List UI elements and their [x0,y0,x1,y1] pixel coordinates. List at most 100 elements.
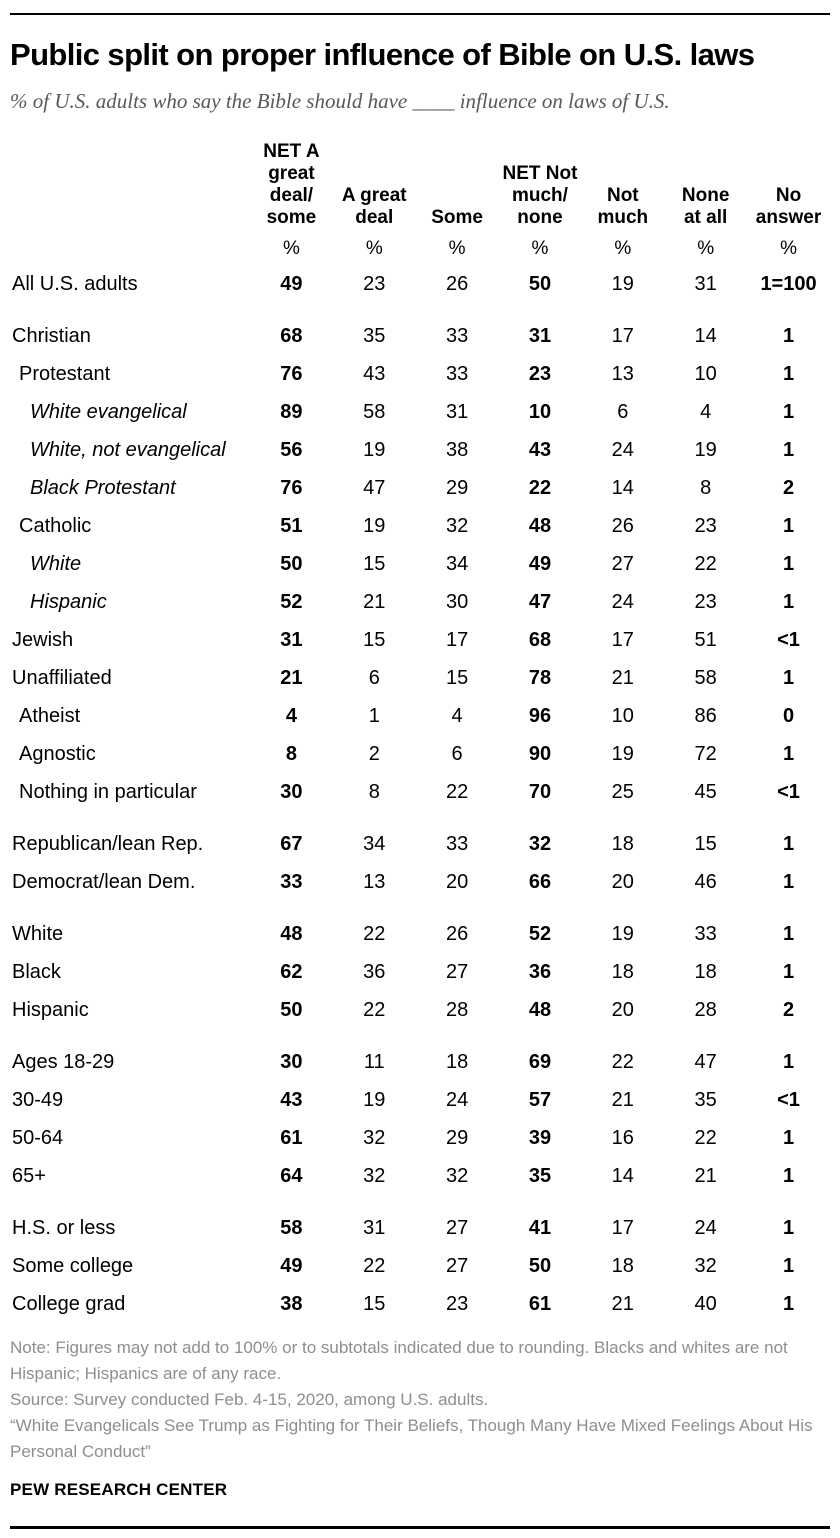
row-label: Unaffiliated [12,667,112,689]
cell-value: 18 [445,1051,469,1073]
row-label: White, not evangelical [30,439,226,461]
cell-value: 1 [782,871,795,893]
cell-value: 15 [445,667,469,689]
cell-value: 41 [528,1217,552,1239]
cell-value: 18 [611,961,634,983]
cell-value: 52 [528,923,552,945]
cell-value: 66 [528,871,552,893]
table-row: White evangelical 89 58 31 10 6 4 1 [10,393,830,431]
cell-value: 1 [782,553,795,575]
cell-value: 76 [280,477,303,499]
top-divider [10,13,830,15]
cell-value: 2 [782,477,795,499]
table-row: White 50 15 34 49 27 22 1 [10,545,830,583]
cell-value: 2 [368,743,380,765]
cell-value: 50 [280,999,303,1021]
cell-value: 1=100 [760,273,817,295]
cell-value: 15 [363,1293,386,1315]
cell-value: 33 [445,833,469,855]
table-row: Hispanic 52 21 30 47 24 23 1 [10,583,830,621]
cell-value: 67 [280,833,303,855]
table-row: Catholic 51 19 32 48 26 23 1 [10,507,830,545]
cell-value: 19 [611,273,634,295]
cell-value: 50 [528,273,552,295]
cell-value: 38 [445,439,469,461]
cell-value: 2 [782,999,795,1021]
cell-value: 18 [611,1255,634,1277]
cell-value: 1 [782,1051,795,1073]
cell-value: 50 [280,553,303,575]
cell-value: 57 [528,1089,552,1111]
cell-value: 19 [611,743,634,765]
row-label: Democrat/lean Dem. [12,871,196,893]
table-row: Protestant 76 43 33 23 13 10 1 [10,355,830,393]
row-label: 30-49 [12,1089,64,1111]
data-table: NET A great deal/ some A great deal Some… [10,141,830,1323]
cell-value: 33 [280,871,303,893]
cell-value: 31 [280,629,303,651]
table-row: Ages 18-29 30 11 18 69 22 47 1 [10,1029,830,1081]
row-label: Hispanic [12,999,89,1021]
cell-value: 32 [363,1127,386,1149]
cell-value: 31 [694,273,717,295]
cell-value: 35 [528,1165,552,1187]
cell-value: 28 [694,999,717,1021]
row-label: White [30,553,82,575]
cell-value: 23 [363,273,386,295]
unit-percent: % [448,238,466,259]
cell-value: 36 [528,961,552,983]
table-row: Black 62 36 27 36 18 18 1 [10,953,830,991]
cell-value: 24 [611,439,634,461]
cell-value: 21 [694,1165,717,1187]
cell-value: 72 [694,743,717,765]
row-label: Catholic [19,515,92,537]
cell-value: 33 [694,923,717,945]
cell-value: 1 [782,833,795,855]
unit-percent: % [365,238,383,259]
cell-value: 19 [363,515,386,537]
table-row: Agnostic 8 2 6 90 19 72 1 [10,735,830,773]
cell-value: 31 [445,401,469,423]
cell-value: 24 [445,1089,469,1111]
cell-value: 22 [528,477,552,499]
cell-value: 23 [694,591,717,613]
table-row: Nothing in particular 30 8 22 70 25 45 <1 [10,773,830,811]
cell-value: 68 [528,629,552,651]
cell-value: 6 [451,743,463,765]
cell-value: 21 [280,667,303,689]
cell-value: 38 [280,1293,303,1315]
table-row: White 48 22 26 52 19 33 1 [10,901,830,953]
cell-value: 0 [782,705,795,727]
row-label: H.S. or less [12,1217,116,1239]
cell-value: 28 [445,999,469,1021]
cell-value: 47 [363,477,386,499]
cell-value: 43 [280,1089,303,1111]
cell-value: 1 [782,961,795,983]
cell-value: 18 [694,961,717,983]
cell-value: 56 [280,439,303,461]
table-row: Republican/lean Rep. 67 34 33 32 18 15 1 [10,811,830,863]
source-text: Source: Survey conducted Feb. 4-15, 2020… [10,1390,489,1409]
cell-value: 19 [363,1089,386,1111]
cell-value: 15 [363,553,386,575]
cell-value: 69 [528,1051,552,1073]
cell-value: 30 [445,591,469,613]
table-row: Atheist 4 1 4 96 10 86 0 [10,697,830,735]
cell-value: 22 [363,1255,386,1277]
row-label: Hispanic [30,591,107,613]
cell-value: 27 [611,553,634,575]
cell-value: 13 [363,871,386,893]
cell-value: 22 [363,923,386,945]
cell-value: 46 [694,871,717,893]
unit-percent: % [780,238,797,259]
cell-value: 1 [782,1165,795,1187]
cell-value: 1 [782,743,795,765]
cell-value: 51 [280,515,303,537]
table-row: All U.S. adults 49 23 26 50 19 31 1=100 [10,265,830,303]
cell-value: 21 [611,1293,634,1315]
cell-value: <1 [777,629,800,651]
cell-value: <1 [777,1089,800,1111]
cell-value: 31 [363,1217,386,1239]
table-row: 65+ 64 32 32 35 14 21 1 [10,1157,830,1195]
cell-value: 78 [528,667,552,689]
